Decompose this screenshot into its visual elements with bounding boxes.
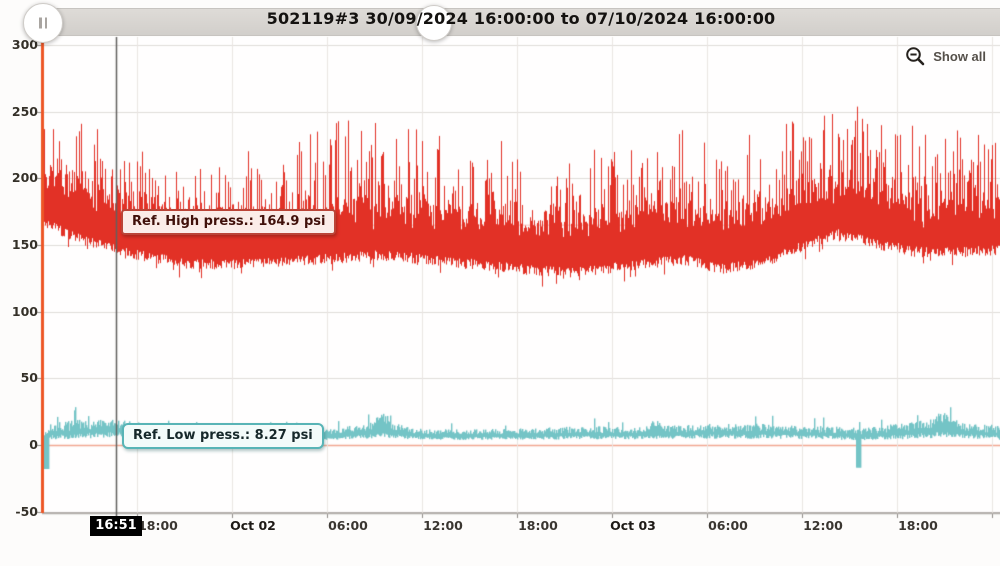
x-axis-time-label: 06:00 — [328, 518, 368, 533]
y-axis-label: 150 — [11, 237, 38, 252]
x-axis-time-label: 18:00 — [898, 518, 938, 533]
y-axis-label: 0 — [29, 437, 38, 452]
y-axis-label: -50 — [15, 503, 38, 519]
x-axis-date-label: Oct 03 — [610, 518, 656, 533]
y-axis-label: 300 — [11, 37, 38, 52]
show-all-button[interactable]: Show all — [899, 42, 992, 71]
ref-high-pressure-label: Ref. High press.: 164.9 psi — [121, 209, 337, 235]
ref-low-pressure-label: Ref. Low press.: 8.27 psi — [122, 423, 324, 449]
y-axis-label: 250 — [11, 103, 38, 119]
cursor-time-tooltip: 16:51 — [90, 516, 142, 536]
x-axis-time-label: 06:00 — [708, 518, 748, 533]
y-axis-label: 50 — [20, 370, 38, 386]
slider-handle-right[interactable] — [416, 5, 452, 41]
x-axis-time-label: 12:00 — [803, 518, 843, 533]
x-axis-date-label: Oct 02 — [230, 518, 276, 533]
time-slider-track[interactable] — [42, 8, 1000, 36]
show-all-label: Show all — [933, 49, 986, 64]
x-axis-time-label: 18:00 — [518, 518, 558, 533]
drag-grip-icon — [39, 17, 47, 29]
x-axis-time-label: 12:00 — [423, 518, 463, 533]
x-axis-time-label: 18:00 — [138, 518, 178, 533]
y-axis-label: 200 — [11, 170, 38, 186]
y-axis-label: 100 — [11, 303, 38, 319]
zoom-out-icon — [906, 47, 925, 66]
slider-handle-left[interactable] — [23, 3, 63, 43]
